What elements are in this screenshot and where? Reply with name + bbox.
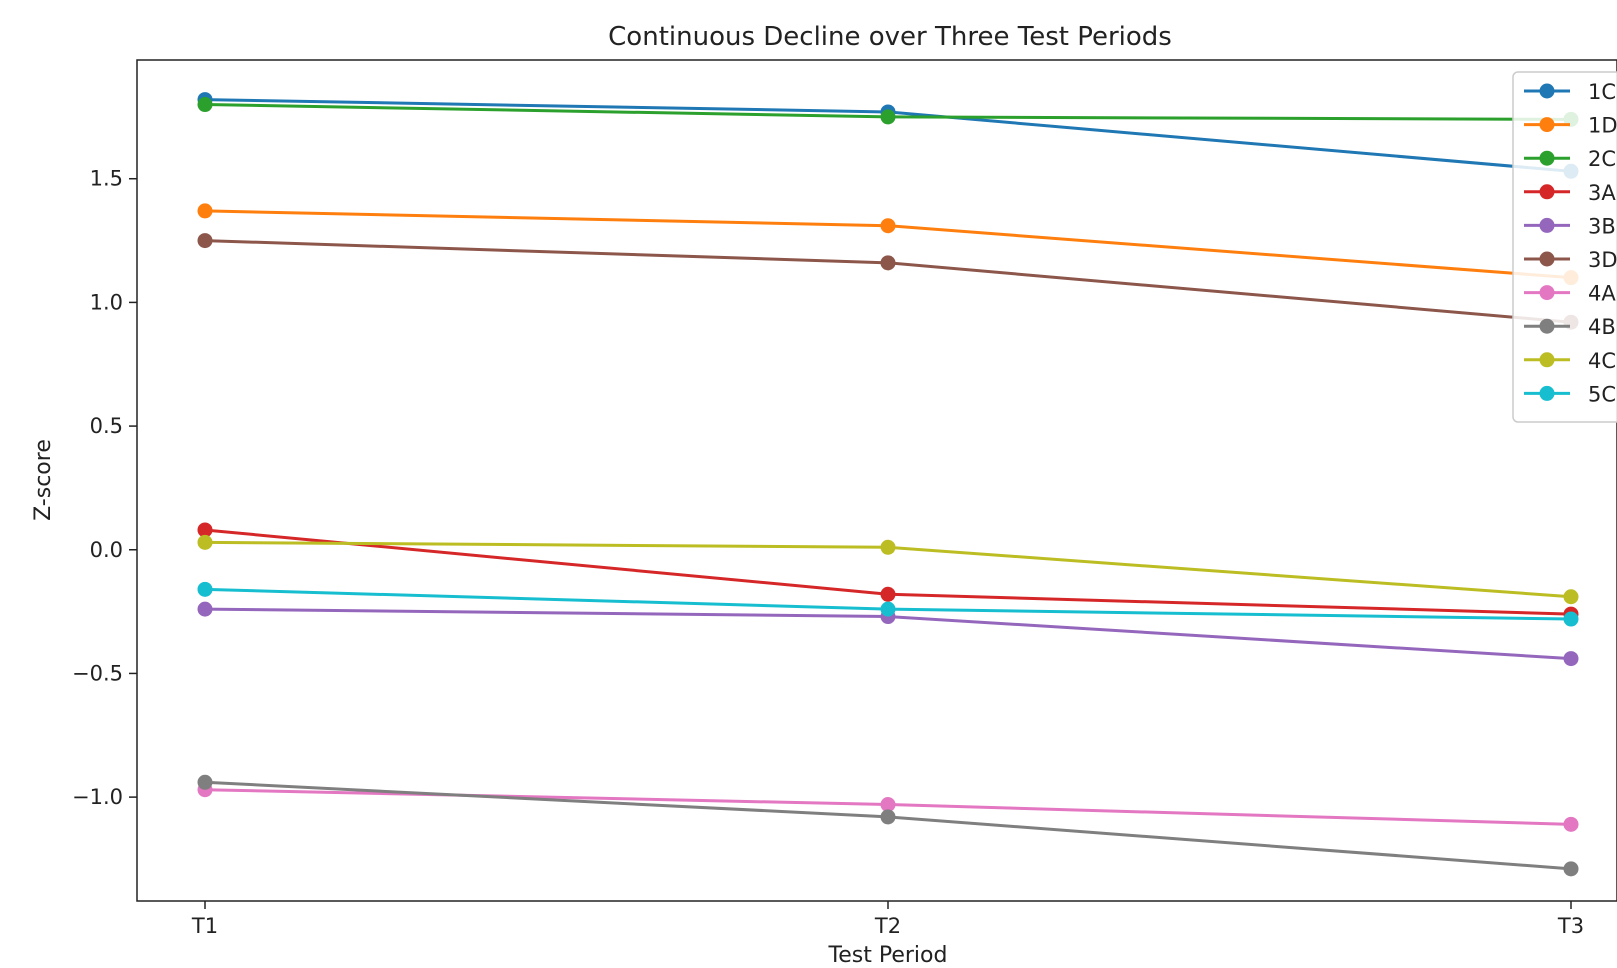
legend-item-3B: 3B <box>1524 214 1616 238</box>
legend-item-3A: 3A <box>1524 181 1616 205</box>
legend-marker <box>1539 83 1555 99</box>
x-tick-label: T3 <box>1557 914 1584 938</box>
legend-item-1C: 1C <box>1524 80 1616 104</box>
y-tick-label: −1.0 <box>72 785 123 809</box>
x-axis: T1 T2 T3 <box>191 901 1584 938</box>
data-point <box>880 255 896 271</box>
data-point <box>197 203 213 219</box>
legend-marker <box>1539 117 1555 133</box>
legend-item-4C: 4C <box>1524 349 1616 373</box>
data-point <box>197 522 213 538</box>
data-point <box>1563 861 1579 877</box>
legend-label: 1C <box>1588 80 1616 104</box>
plot-area <box>136 59 1617 902</box>
data-point <box>197 601 213 617</box>
data-point <box>880 797 896 813</box>
series-4B <box>197 774 1579 877</box>
legend-label: 3D <box>1588 248 1617 272</box>
legend-label: 4C <box>1588 349 1616 373</box>
y-tick-label: −0.5 <box>72 661 123 685</box>
legend-marker <box>1539 217 1555 233</box>
legend-label: 3B <box>1588 214 1616 238</box>
y-axis-label: Z-score <box>31 439 56 521</box>
data-point <box>880 586 896 602</box>
legend-marker <box>1539 318 1555 334</box>
data-point <box>197 774 213 790</box>
legend-label: 1D <box>1588 114 1617 138</box>
y-tick-label: 0.5 <box>90 414 123 438</box>
legend-marker <box>1539 352 1555 368</box>
legend-marker <box>1539 285 1555 301</box>
data-point <box>197 581 213 597</box>
chart-title: Continuous Decline over Three Test Perio… <box>608 22 1172 52</box>
legend-marker <box>1539 251 1555 267</box>
data-point <box>1563 816 1579 832</box>
legend-marker <box>1539 150 1555 166</box>
legend-item-3D: 3D <box>1524 248 1617 272</box>
legend-label: 2C <box>1588 147 1616 171</box>
y-tick-label: 1.0 <box>90 290 123 314</box>
legend-item-1D: 1D <box>1524 114 1617 138</box>
legend-label: 4B <box>1588 315 1616 339</box>
data-point <box>880 109 896 125</box>
data-point <box>880 539 896 555</box>
data-point <box>880 218 896 234</box>
data-point <box>197 534 213 550</box>
legend-marker <box>1539 385 1555 401</box>
legend-item-5C: 5C <box>1524 382 1616 406</box>
data-point <box>880 809 896 825</box>
legend-label: 3A <box>1588 181 1616 205</box>
x-tick-label: T1 <box>191 914 218 938</box>
legend-item-4A: 4A <box>1524 282 1616 306</box>
legend-item-4B: 4B <box>1524 315 1616 339</box>
series-layer <box>197 92 1579 877</box>
y-tick-label: 0.0 <box>90 538 123 562</box>
data-point <box>1563 589 1579 605</box>
series-5C <box>197 581 1579 627</box>
data-point <box>880 601 896 617</box>
legend-label: 4A <box>1588 282 1616 306</box>
series-4C <box>197 534 1579 605</box>
x-tick-label: T2 <box>874 914 901 938</box>
legend-marker <box>1539 184 1555 200</box>
legend-item-2C: 2C <box>1524 147 1616 171</box>
y-tick-label: 1.5 <box>90 167 123 191</box>
data-point <box>1563 611 1579 627</box>
y-axis: −1.0 −0.5 0.0 0.5 1.0 1.5 <box>72 167 137 809</box>
legend-label: 5C <box>1588 382 1616 406</box>
legend: 1C 1D 2C 3A 3B 3D 4A 4B 4C 5C <box>1512 71 1617 423</box>
data-point <box>1563 651 1579 667</box>
x-axis-label: Test Period <box>828 943 948 968</box>
data-point <box>197 97 213 113</box>
data-point <box>197 233 213 249</box>
